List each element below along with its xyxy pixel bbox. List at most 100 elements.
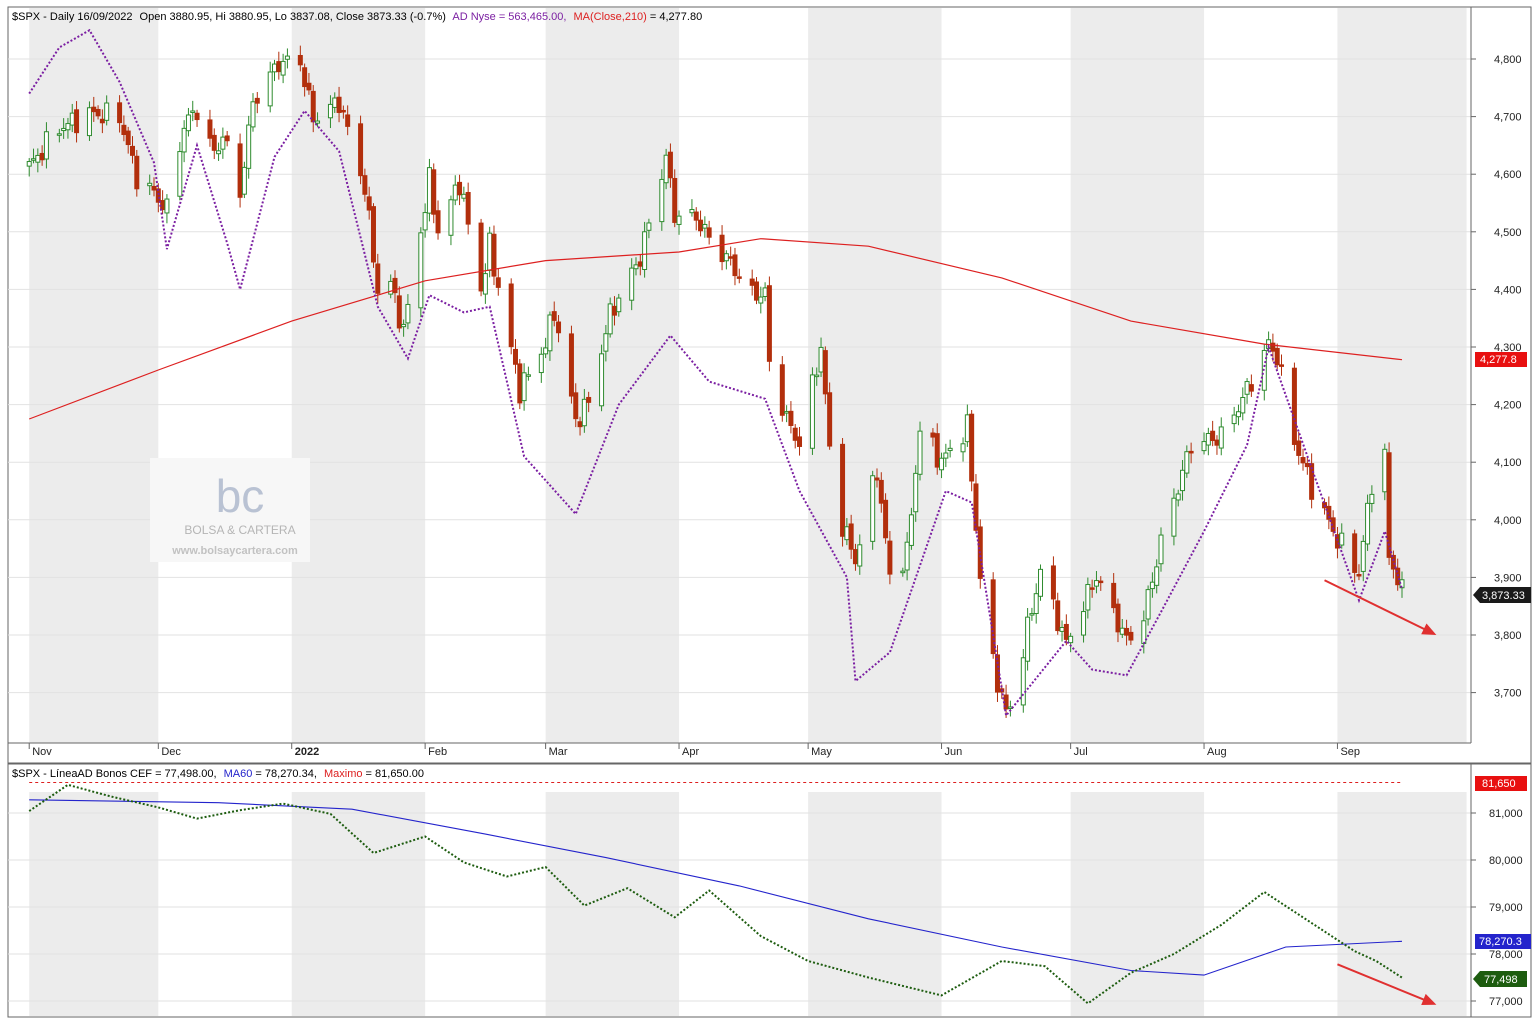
watermark-name: BOLSA & CARTERA xyxy=(184,523,295,537)
candle-up xyxy=(904,541,910,571)
month-shade xyxy=(291,792,426,1016)
candle-up xyxy=(250,101,256,128)
upper-header-ma-value: = 4,277.80 xyxy=(650,11,702,23)
price-tick-label: 4,000 xyxy=(1494,515,1522,527)
candle-up xyxy=(762,287,768,297)
candle-down xyxy=(134,155,140,190)
candle-up xyxy=(1175,493,1181,501)
month-shade xyxy=(545,8,680,743)
candle-down xyxy=(457,181,463,196)
candle-down xyxy=(1210,430,1216,442)
candle-down xyxy=(207,119,213,139)
candle-up xyxy=(1141,620,1147,644)
value-tick-label: 81,000 xyxy=(1489,808,1523,820)
ad-bonds-trend-arrow-head xyxy=(1421,993,1437,1005)
candle-up xyxy=(1085,584,1091,611)
candle-up xyxy=(65,123,71,131)
candle-down xyxy=(840,443,846,537)
candle-down xyxy=(1291,367,1297,445)
candle-down xyxy=(129,145,135,156)
price-tick-label: 3,700 xyxy=(1494,688,1522,700)
candle-down xyxy=(1352,533,1358,573)
candle-down xyxy=(512,348,518,365)
candle-down xyxy=(297,54,303,66)
upper-panel-frame xyxy=(7,6,1532,764)
candle-down xyxy=(1055,600,1061,632)
candle-down xyxy=(1274,348,1280,366)
candle-down xyxy=(95,108,101,117)
price-tick-label: 4,200 xyxy=(1494,400,1522,412)
candle-down xyxy=(586,396,592,403)
price-tick-label: 3,900 xyxy=(1494,572,1522,584)
candle-up xyxy=(1201,441,1207,452)
candle-down xyxy=(779,364,785,416)
value-tag: 77,498 xyxy=(1473,971,1527,987)
candle-up xyxy=(246,124,252,169)
candle-up xyxy=(482,273,488,295)
candle-down xyxy=(930,432,936,438)
price-tag: 3,873.33 xyxy=(1473,587,1531,603)
candle-up xyxy=(646,222,652,231)
candle-down xyxy=(211,134,217,151)
candle-up xyxy=(1093,580,1099,587)
ad-bonds-plot xyxy=(28,782,1437,1005)
candle-down xyxy=(276,61,282,73)
candle-down xyxy=(358,123,364,177)
candle-up xyxy=(521,372,527,402)
candle-up xyxy=(1360,540,1366,572)
candle-down xyxy=(693,211,699,221)
candle-up xyxy=(870,475,876,542)
candle-down xyxy=(1390,554,1396,570)
candle-down xyxy=(155,188,161,203)
candle-down xyxy=(577,421,583,428)
candle-down xyxy=(1128,631,1134,641)
candle-down xyxy=(556,321,562,334)
price-tick-label: 4,600 xyxy=(1494,169,1522,181)
candle-down xyxy=(848,523,854,550)
candle-down xyxy=(719,234,725,263)
price-plot xyxy=(26,28,1437,718)
candle-up xyxy=(1205,433,1211,446)
candle-up xyxy=(1029,613,1035,616)
candle-down xyxy=(568,333,574,397)
candle-down xyxy=(973,483,979,531)
candle-down xyxy=(611,305,617,316)
candle-down xyxy=(1279,364,1285,367)
lower-panel-frame xyxy=(7,763,1532,1018)
candle-up xyxy=(814,374,820,378)
candle-up xyxy=(315,120,321,124)
candle-down xyxy=(827,392,833,447)
candle-up xyxy=(857,544,863,567)
candle-down xyxy=(1395,567,1401,586)
candle-up xyxy=(1145,589,1151,620)
candle-up xyxy=(943,452,949,459)
candle-down xyxy=(310,90,316,123)
candle-down xyxy=(435,210,441,234)
price-tag-box xyxy=(1473,587,1531,603)
candle-down xyxy=(39,152,45,161)
candle-up xyxy=(461,193,467,199)
candle-up xyxy=(1158,534,1164,565)
price-tick-label: 4,700 xyxy=(1494,112,1522,124)
candle-down xyxy=(732,254,738,277)
candle-up xyxy=(177,151,183,197)
candle-up xyxy=(1244,381,1250,395)
candle-up xyxy=(1149,581,1155,590)
upper-header-ohlc: Open 3880.95, Hi 3880.95, Lo 3837.08, Cl… xyxy=(140,11,446,23)
candle-up xyxy=(1059,627,1065,632)
candle-down xyxy=(766,285,772,362)
candle-up xyxy=(35,154,41,163)
lower-header-max-value: = 81,650.00 xyxy=(366,768,424,780)
ad-bonds-line xyxy=(28,783,1403,1005)
candle-down xyxy=(852,549,858,565)
candle-up xyxy=(964,414,970,443)
candle-down xyxy=(340,109,346,113)
candle-down xyxy=(237,143,243,198)
candle-down xyxy=(573,392,579,420)
candle-up xyxy=(844,526,850,541)
candle-up xyxy=(181,127,187,153)
candle-up xyxy=(689,208,695,214)
upper-month-shading xyxy=(29,8,1467,743)
candle-down xyxy=(121,124,127,135)
price-tick-label: 4,800 xyxy=(1494,54,1522,66)
